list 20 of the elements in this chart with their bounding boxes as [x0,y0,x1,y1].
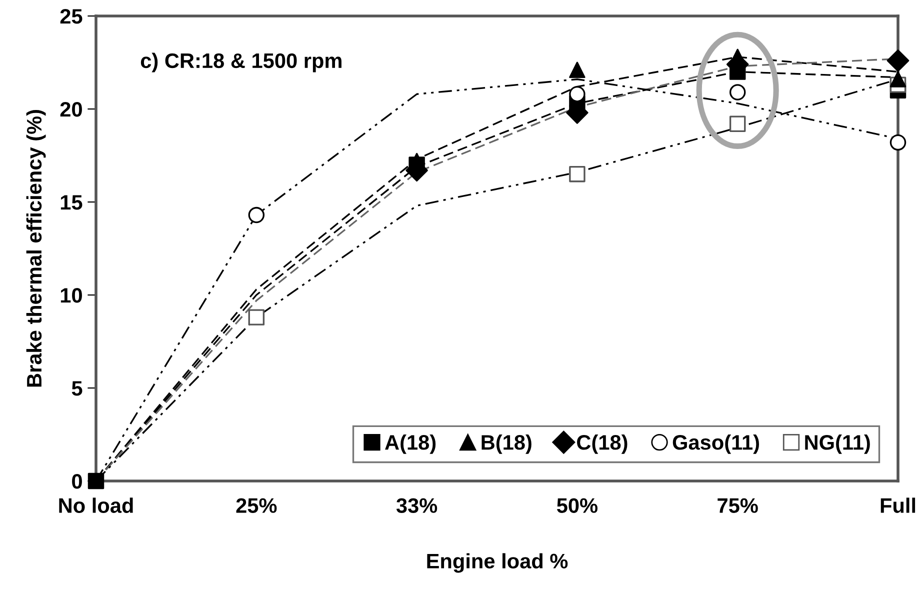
y-tick-label: 0 [72,474,82,489]
x-tick-label: Full [880,498,916,513]
x-tick-label: 25% [236,498,277,513]
y-axis-title: Brake thermal efficiency (%) [26,110,46,387]
legend-label: B(18) [482,434,532,454]
legend-label: C(18) [577,434,628,454]
y-tick-label: 10 [60,288,82,303]
annotation: c) CR:18 & 1500 rpm [140,52,342,72]
y-tick-label: 5 [72,381,82,396]
y-tick-label: 20 [60,102,82,117]
x-tick-label: 75% [718,498,758,513]
x-axis-title: Engine load % [427,553,568,573]
x-tick-label: 50% [556,498,598,513]
legend-label: NG(11) [805,434,870,454]
legend-label: A(18) [385,434,436,454]
x-tick-label: 33% [396,498,438,513]
y-tick-label: 25 [60,9,82,24]
y-tick-label: 15 [60,195,82,210]
x-tick-label: No load [59,498,133,513]
legend-label: Gaso(11) [672,434,759,454]
